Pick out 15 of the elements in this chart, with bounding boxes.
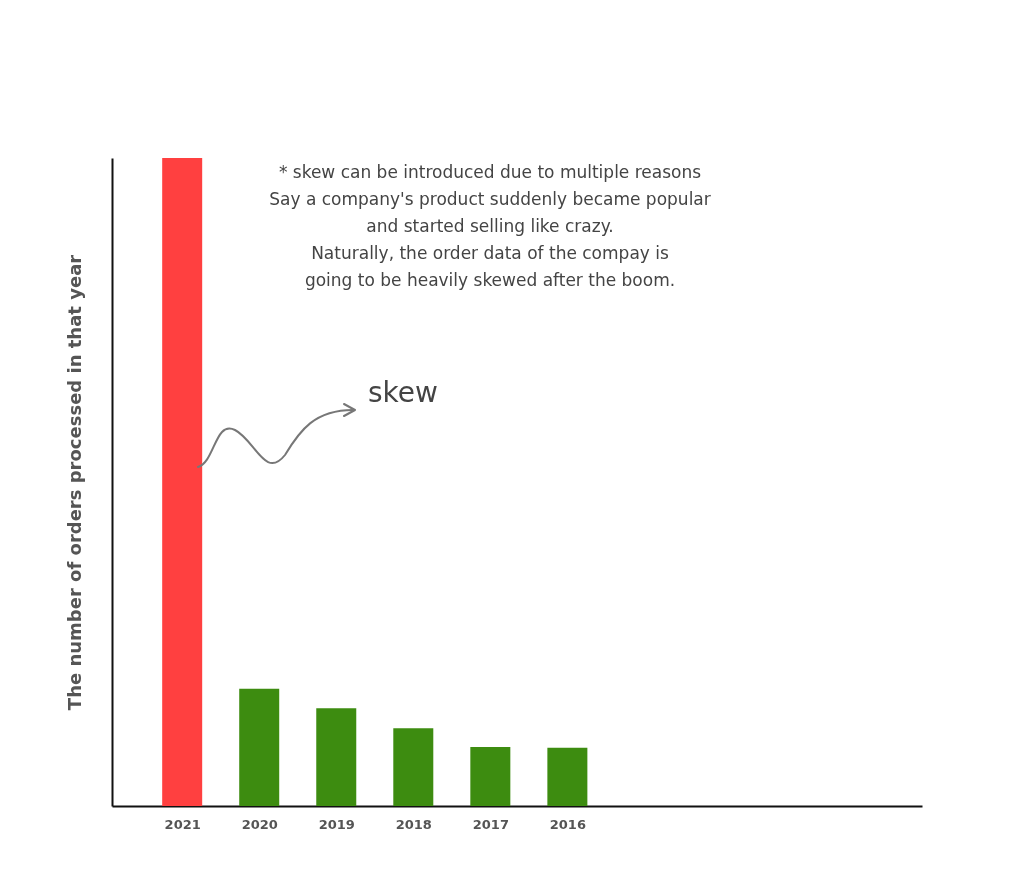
bar (393, 728, 434, 806)
x-tick-label: 2017 (472, 816, 509, 832)
x-tick-label: 2021 (164, 816, 201, 832)
bar (239, 688, 280, 806)
x-tick-label: 2020 (241, 816, 278, 832)
x-tick-label: 2018 (395, 816, 432, 832)
bar (470, 747, 511, 806)
x-tick-label: 2019 (318, 816, 355, 832)
annotation: * skew can be introduced due to multiple reasons Say a company's product suddenly became popular and started selling like crazy. Naturally, the order data of the compay is going to be heavily skewed after the boom. (269, 162, 711, 290)
bar (547, 747, 588, 806)
x-tick-label: 2016 (549, 816, 586, 832)
bar (162, 158, 203, 806)
annotation: skew (368, 376, 438, 409)
y-axis-title: The number of orders processed in that year (63, 254, 85, 711)
bar (316, 708, 357, 806)
